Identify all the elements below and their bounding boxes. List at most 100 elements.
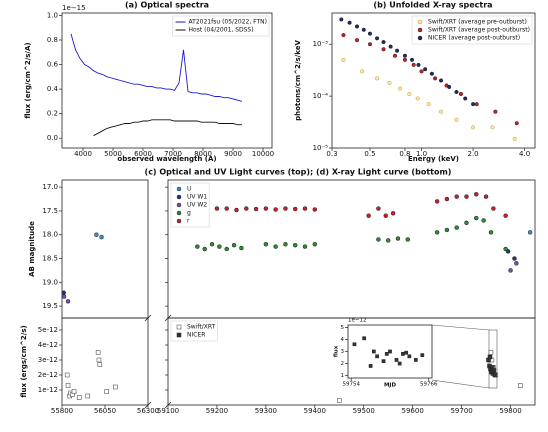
marker [433,76,438,81]
y-tick-label: 17.5 [42,207,58,215]
marker [360,69,365,74]
marker [99,234,104,240]
marker [253,206,259,212]
marker [390,211,396,216]
marker [488,350,494,355]
marker [239,245,244,251]
marker [376,237,381,242]
y-axis-label: photons/cm^2/s/keV [294,40,302,121]
legend-label: Swift/XRT (average post-outburst) [428,27,530,34]
marker [463,96,468,101]
x-tick-label: 59500 [353,407,375,415]
marker [471,102,476,107]
marker [464,220,469,226]
marker [375,354,379,359]
y-tick-label: 4e-12 [38,341,58,349]
marker [395,236,401,241]
y-axis-label: AB magnitude [28,221,36,277]
marker [273,244,278,249]
legend-swatch [176,218,182,224]
y-tick-label: 19.0 [42,278,58,286]
x-tick-label: 56300 [137,407,159,415]
marker [401,352,405,356]
marker [474,215,479,221]
marker [337,398,342,403]
marker [64,372,70,378]
marker [419,69,424,74]
marker [202,246,207,252]
legend-swatch [176,186,182,192]
chart-title: (a) Optical spectra [125,1,209,10]
y-axis-label: flux (ergs/cm^2/s) [20,325,28,397]
marker [388,349,392,354]
marker [385,238,391,243]
marker [362,336,367,341]
marker [387,80,392,85]
y-tick-label: 10⁻⁵ [313,144,329,152]
marker [354,24,360,29]
x-axis-label: Energy (keV) [408,155,459,163]
marker [518,383,523,388]
y-tick-label: 3e-12 [38,356,58,364]
legend-label: Swift/XRT (average pre-outburst) [428,19,527,26]
legend-label: r [187,218,190,225]
x-tick-label: 7000 [164,150,182,158]
y-tick-label: 19.5 [42,302,58,310]
marker [488,230,494,235]
marker [471,125,476,130]
axis-scale-label: 1e−15 [62,4,86,12]
marker [244,206,249,211]
marker [438,109,444,114]
marker [514,121,519,126]
y-tick-label: 18.5 [42,255,58,263]
legend-label: g [187,210,191,217]
marker [487,354,493,360]
x-tick-label: 59754 [342,382,360,388]
legend-swatch [417,35,423,41]
marker [376,206,381,211]
x-tick-label: 10000 [252,150,274,158]
y-tick-label: 0.4 [47,85,59,93]
marker [454,117,459,122]
zoom-connector [431,324,498,389]
x-tick-label: 59800 [499,407,521,415]
marker [490,125,495,130]
y-axis-label: flux (erg/cm^2/s/A) [24,42,32,118]
marker [438,78,444,83]
x-tick-label: 56050 [94,407,116,415]
marker [464,194,469,199]
marker [224,246,229,252]
y-tick-label: 0.0 [47,134,58,142]
marker [367,42,373,47]
marker [514,261,519,266]
marker [416,62,421,67]
marker [392,53,398,58]
y-tick-label: 1.0 [47,11,58,19]
marker [312,207,318,212]
marker [512,136,517,141]
legend-swatch [417,19,423,25]
marker [407,91,412,97]
axes-frame [167,179,536,319]
axis-scale-label: 1e−12 [348,318,367,324]
legend-swatch [176,324,182,330]
y-tick-label: 3 [341,349,345,355]
marker [292,242,298,248]
axes-frame [331,12,536,149]
marker [395,48,400,53]
x-tick-label: 59400 [304,407,326,415]
x-tick-label: 0.5 [364,150,375,158]
marker [85,393,91,399]
legend-swatch [176,194,182,200]
marker [397,361,402,366]
marker [402,57,407,62]
marker [263,241,269,247]
marker [454,225,459,230]
marker [381,359,386,363]
marker [394,358,399,362]
marker [347,20,352,25]
marker [491,368,497,373]
marker [224,206,229,211]
